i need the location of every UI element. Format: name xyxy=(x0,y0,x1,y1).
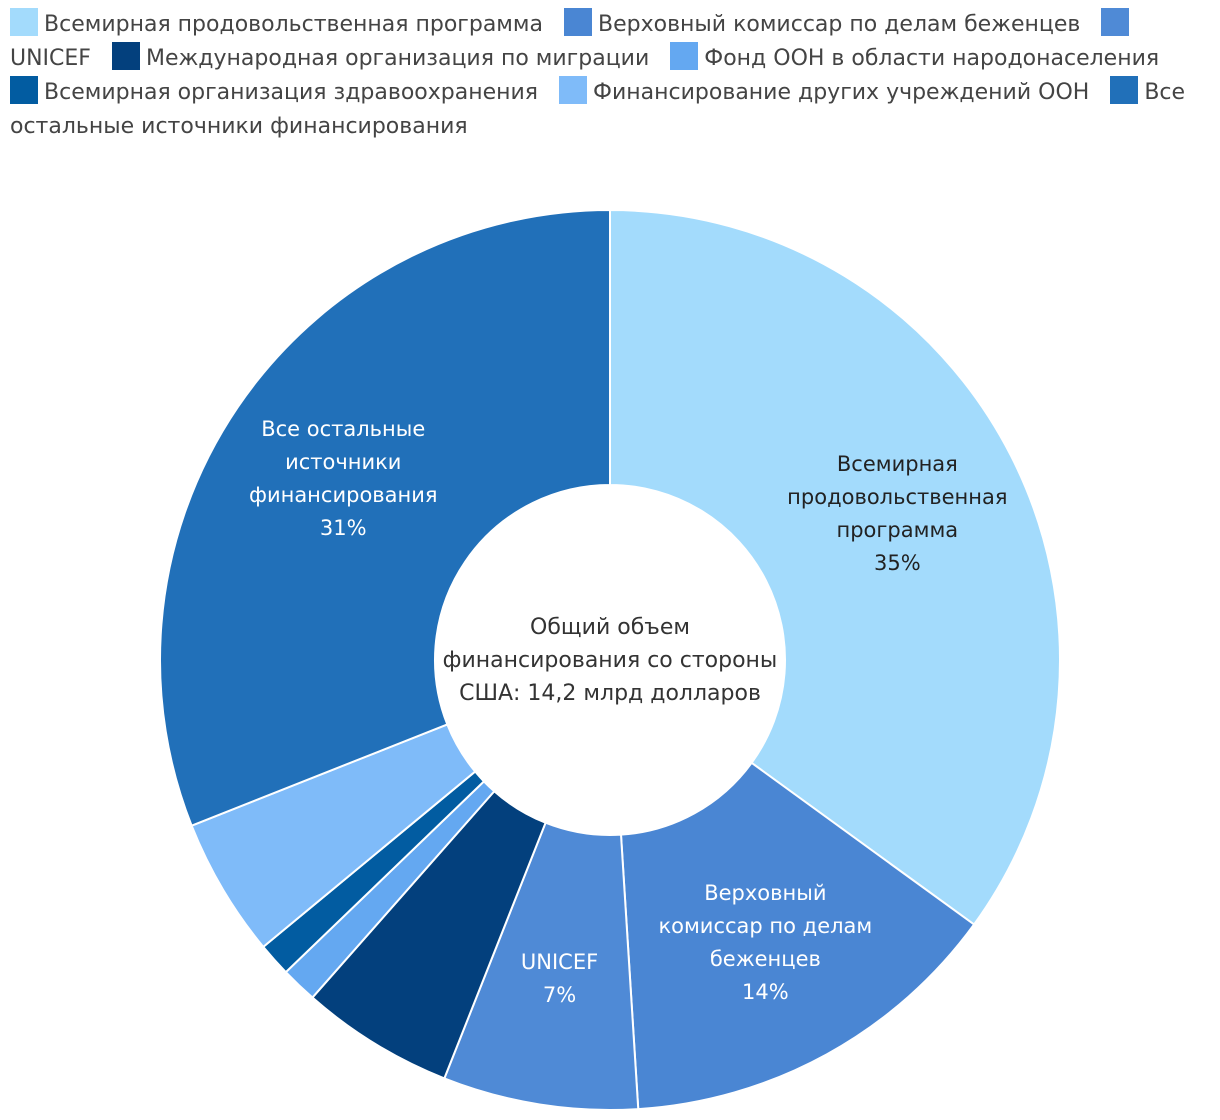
center-label-line: Общий объем xyxy=(530,615,690,640)
legend-item[interactable]: Все остальные источники финансирования xyxy=(10,76,1186,139)
slice-label-line: программа xyxy=(836,518,958,542)
legend-swatch xyxy=(559,76,588,104)
legend: Всемирная продовольственная программа Ве… xyxy=(10,8,1210,144)
slice-label: Верховный комиссар по делам беженцев 14% xyxy=(658,881,872,1004)
slices-group xyxy=(159,208,1061,1111)
slice-label-line: продовольственная xyxy=(787,485,1007,509)
legend-swatch xyxy=(1110,76,1139,104)
legend-item[interactable]: Фонд ООН в области народонаселения xyxy=(670,42,1160,71)
slice-percent: 35% xyxy=(874,551,921,575)
legend-item[interactable]: Международная организация по миграции xyxy=(111,42,650,71)
legend-swatch xyxy=(10,76,38,104)
legend-label: Финансирование других учреждений ООН xyxy=(593,80,1090,105)
slice[interactable] xyxy=(443,821,640,1111)
legend-item[interactable]: Финансирование других учреждений ООН xyxy=(559,76,1090,105)
slice[interactable] xyxy=(619,761,976,1111)
slice-percent: 14% xyxy=(742,980,789,1004)
center-label-line: финансирования со стороны xyxy=(443,648,778,673)
slice-percent: 31% xyxy=(320,516,367,540)
slice-label-line: Все остальные xyxy=(261,417,425,441)
slice-label-line: источники xyxy=(285,450,401,474)
legend-item[interactable]: Всемирная продовольственная программа xyxy=(10,8,543,37)
legend-label: Всемирная продовольственная программа xyxy=(44,12,543,37)
slice-label-line: комиссар по делам xyxy=(658,914,872,938)
labels-group: Всемирная продовольственная программа 35% Ве… xyxy=(249,417,1008,1007)
legend-item[interactable]: Всемирная организация здравоохранения xyxy=(10,76,539,105)
slice-label: UNICEF 7% xyxy=(521,950,598,1007)
legend-label: UNICEF xyxy=(10,46,91,71)
center-label-line: США: 14,2 млрд долларов xyxy=(459,681,761,706)
legend-label: Всемирная организация здравоохранения xyxy=(44,80,539,105)
slice-label-line: беженцев xyxy=(710,947,821,971)
slice-label: Всемирная продовольственная программа 35% xyxy=(787,452,1007,575)
slice-label-line: Всемирная xyxy=(837,452,958,476)
slice[interactable] xyxy=(159,208,611,827)
legend-label: Международная организация по миграции xyxy=(145,46,650,71)
legend-item[interactable]: Верховный комиссар по делам беженцев xyxy=(564,8,1081,37)
slice-label-line: Верховный xyxy=(704,881,826,905)
slice-label-line: UNICEF xyxy=(521,950,598,974)
legend-item[interactable]: UNICEF xyxy=(10,8,1135,71)
legend-label: Все остальные источники финансирования xyxy=(10,80,1186,139)
slice-label-line: финансирования xyxy=(249,483,438,507)
legend-swatch xyxy=(564,8,592,36)
legend-swatch xyxy=(1101,8,1130,36)
legend-label: Фонд ООН в области народонаселения xyxy=(704,46,1160,71)
slice-percent: 7% xyxy=(543,983,576,1007)
legend-label: Верховный комиссар по делам беженцев xyxy=(598,12,1081,37)
slice[interactable] xyxy=(609,208,1061,926)
slice-label: Все остальные источники финансирования 31% xyxy=(249,417,438,540)
legend-swatch xyxy=(670,42,699,70)
center-label: Общий объем финансирования со стороны США:… xyxy=(443,615,778,706)
legend-swatch xyxy=(111,42,140,70)
legend-swatch xyxy=(10,8,38,36)
